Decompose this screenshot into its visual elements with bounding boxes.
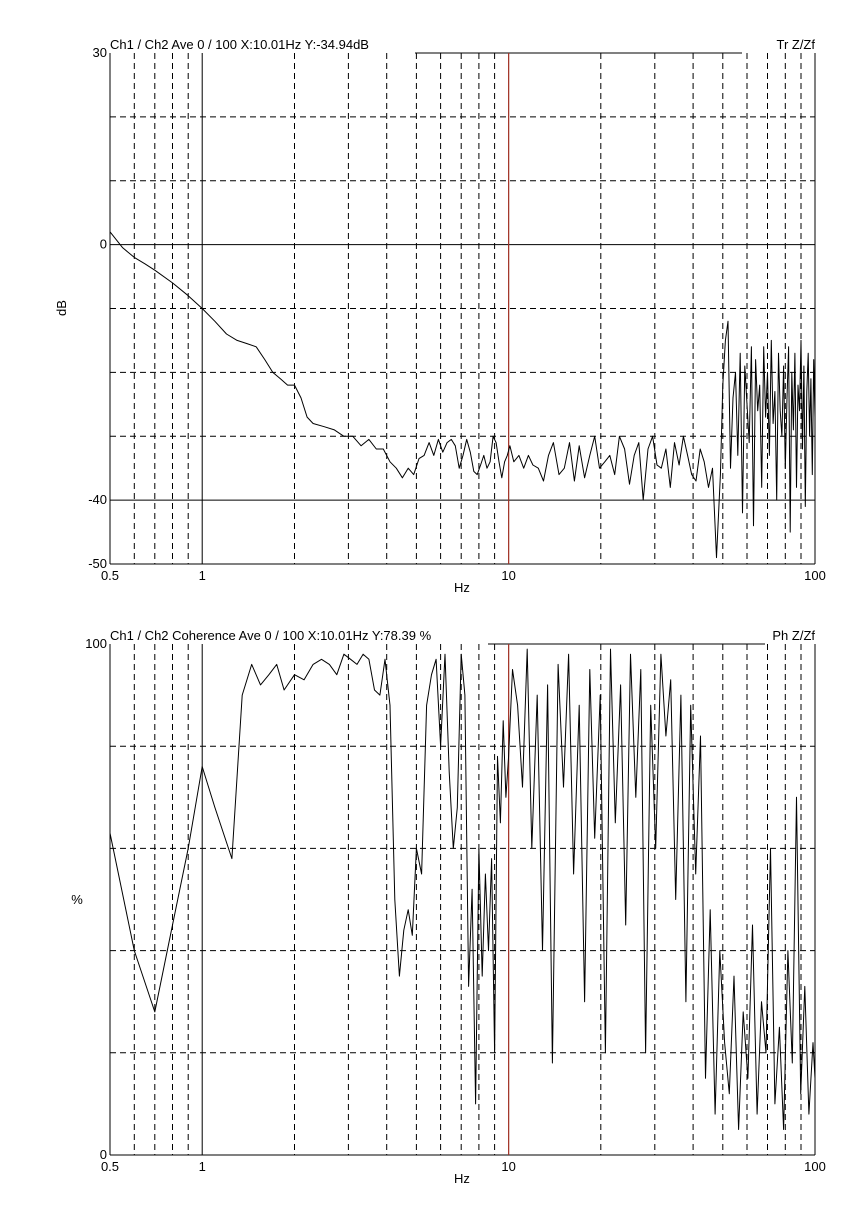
x-axis-label: Hz	[454, 580, 470, 595]
x-tick-label: 1	[199, 568, 206, 583]
y-tick-label: 100	[85, 636, 107, 651]
chart-header-right-label: Tr Z/Zf	[776, 37, 815, 52]
chart-header-right-label: Ph Z/Zf	[772, 628, 815, 643]
y-axis-label: dB	[54, 300, 69, 316]
x-tick-label: 10	[501, 568, 515, 583]
x-tick-label: 0.5	[101, 1159, 119, 1174]
y-axis-label: %	[71, 892, 83, 907]
y-tick-label: 30	[93, 45, 107, 60]
x-tick-label: 10	[501, 1159, 515, 1174]
y-tick-label: -50	[88, 556, 107, 571]
x-tick-label: 100	[804, 568, 826, 583]
series-line	[109, 231, 816, 559]
x-tick-label: 100	[804, 1159, 826, 1174]
y-tick-label: 0	[100, 1147, 107, 1162]
coherence-chart: Ch1 / Ch2 Coherence Ave 0 / 100 X:10.01H…	[71, 628, 826, 1186]
y-tick-label: 0	[100, 237, 107, 252]
chart-header-readout: Ch1 / Ch2 Ave 0 / 100 X:10.01Hz Y:-34.94…	[110, 37, 369, 52]
x-tick-label: 0.5	[101, 568, 119, 583]
series-line	[109, 648, 816, 1130]
chart-header-readout: Ch1 / Ch2 Coherence Ave 0 / 100 X:10.01H…	[110, 628, 432, 643]
transfer-function-chart: Ch1 / Ch2 Ave 0 / 100 X:10.01Hz Y:-34.94…	[54, 37, 826, 595]
x-tick-label: 1	[199, 1159, 206, 1174]
y-tick-label: -40	[88, 492, 107, 507]
x-axis-label: Hz	[454, 1171, 470, 1186]
